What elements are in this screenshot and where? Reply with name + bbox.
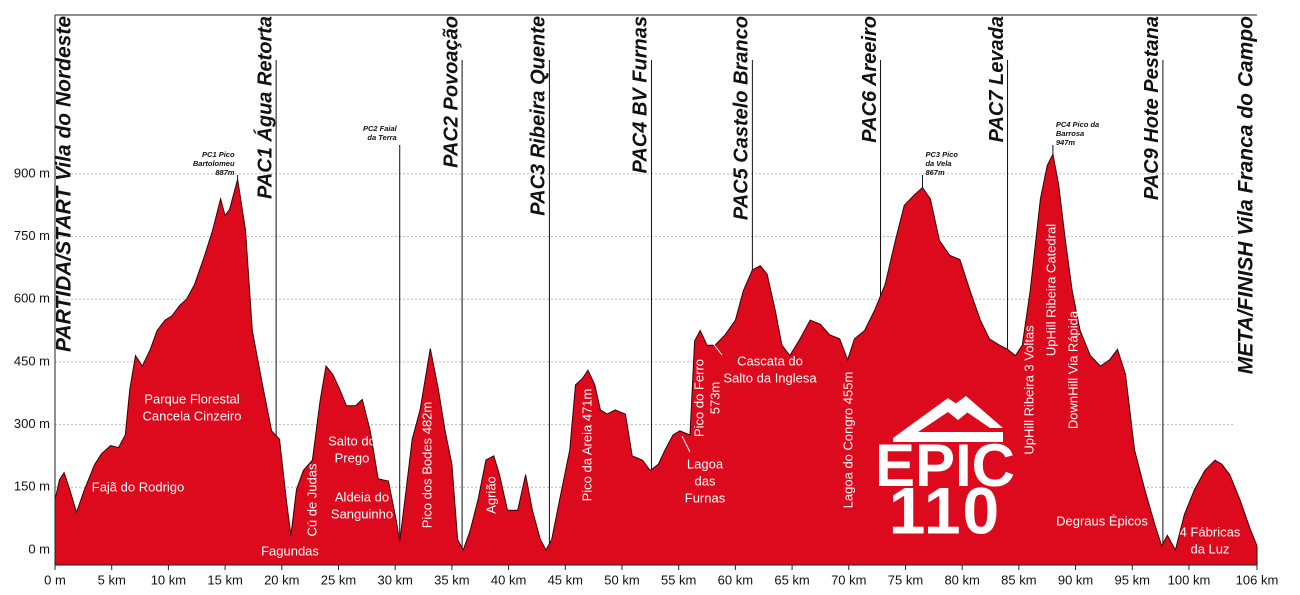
peak-label: Bartolomeu — [193, 159, 235, 168]
annotation: DownHill Via Rápida — [1065, 310, 1080, 429]
x-tick-label: 70 km — [831, 572, 866, 587]
x-tick-label: 15 km — [207, 572, 242, 587]
elevation-area — [54, 152, 1258, 566]
x-tick-label: 35 km — [434, 572, 469, 587]
x-tick-label: 5 km — [98, 572, 126, 587]
checkpoint-label: PAC9 Hote Pestana — [1141, 16, 1163, 200]
checkpoint-label: PAC7 Levada — [986, 16, 1008, 142]
x-tick-label: 85 km — [1001, 572, 1036, 587]
peak-label: 887m — [215, 168, 235, 177]
x-tick-label: 55 km — [661, 572, 696, 587]
x-tick-label: 40 km — [491, 572, 526, 587]
x-tick-label: 30 km — [377, 572, 412, 587]
annotation: Fajã do Rodrigo — [92, 479, 185, 494]
x-tick-label: 20 km — [264, 572, 299, 587]
logo-text: 110 — [889, 473, 1001, 547]
peak-label: da Vela — [925, 159, 951, 168]
annotation: 573m — [707, 382, 722, 415]
annotation: Salto do — [328, 433, 376, 448]
peak-label: Barrosa — [1056, 129, 1084, 138]
annotation: Lagoa do Congro 455m — [840, 372, 855, 509]
annotation: Prego — [335, 450, 370, 465]
annotation: Parque Florestal — [144, 391, 239, 406]
annotation: UpHill Ribeira 3 Voltas — [1021, 325, 1036, 455]
logo-text: EPIC — [875, 432, 1015, 499]
annotation: Furnas — [685, 490, 726, 505]
annotation: Lagoa — [687, 456, 724, 471]
checkpoint-label: PAC6 Areeiro — [859, 16, 881, 143]
annotation: Cú de Judas — [304, 463, 319, 536]
annotation: Agrião — [483, 476, 498, 514]
y-tick-label: 150 m — [14, 479, 50, 494]
y-tick-label: 600 m — [14, 291, 50, 306]
x-tick-label: 95 km — [1115, 572, 1150, 587]
x-tick-label: 60 km — [718, 572, 753, 587]
x-tick-label: 65 km — [774, 572, 809, 587]
y-tick-label: 300 m — [14, 416, 50, 431]
y-tick-label: 750 m — [14, 228, 50, 243]
leader-line — [681, 435, 691, 453]
annotation: das — [695, 473, 716, 488]
x-tick-label: 25 km — [321, 572, 356, 587]
annotation: Pico do Ferro — [691, 359, 706, 437]
x-tick-label: 80 km — [944, 572, 979, 587]
x-tick-label: 10 km — [151, 572, 186, 587]
annotation: 4 Fábricas — [1180, 524, 1241, 539]
checkpoint-label: PAC5 Castelo Branco — [731, 16, 753, 220]
peak-label: PC3 Pico — [925, 150, 958, 159]
peak-label: PC4 Pico da — [1056, 120, 1099, 129]
logo-mountain — [893, 398, 1003, 442]
checkpoint-label: PAC3 Ribeira Quente — [528, 16, 550, 216]
annotation: Aldeia do — [335, 489, 389, 504]
checkpoint-label: PAC4 BV Furnas — [630, 16, 652, 173]
x-tick-label: 50 km — [604, 572, 639, 587]
checkpoint-label: META/FINISH Vila Franca do Campo — [1235, 16, 1258, 374]
y-tick-label: 450 m — [14, 353, 50, 368]
annotation: Cancela Cinzeiro — [143, 408, 242, 423]
annotation: Cascata do — [737, 353, 803, 368]
x-tick-label: 100 km — [1168, 572, 1211, 587]
y-tick-label: 900 m — [14, 165, 50, 180]
peak-label: da Terra — [367, 133, 396, 142]
x-tick-label: 0 m — [44, 572, 66, 587]
x-tick-label: 45 km — [548, 572, 583, 587]
annotation: Fagundas — [261, 543, 319, 558]
leader-line — [711, 341, 723, 356]
checkpoint-label: PAC1 Água Retorta — [253, 16, 276, 199]
peak-label: PC1 Pico — [202, 150, 235, 159]
annotation: Sanguinho — [331, 506, 393, 521]
annotation: Pico da Areia 471m — [579, 389, 594, 502]
plot: 0 m 5 km 10 km 15 km 20 km 25 km 30 km 35 km 40 … — [44, 14, 1279, 587]
checkpoint-label: PAC2 Povoação — [440, 16, 462, 168]
x-tick-label: 75 km — [888, 572, 923, 587]
annotation: Degraus Épicos — [1056, 513, 1148, 528]
peak-label: 947m — [1056, 138, 1076, 147]
annotation: Salto da Inglesa — [723, 370, 817, 385]
annotation: Pico dos Bodes 482m — [419, 402, 434, 528]
annotation: UpHill Ribeira Catedral — [1043, 224, 1058, 356]
x-tick-label: 90 km — [1058, 572, 1093, 587]
peak-label: 867m — [925, 168, 945, 177]
checkpoint-label: PARTIDA/START Vila do Nordeste — [53, 16, 76, 352]
y-tick-label: 0 m — [28, 541, 50, 556]
logo-mountain — [955, 396, 1003, 428]
x-tick-label: 106 km — [1236, 572, 1279, 587]
peak-label: PC2 Faial — [363, 124, 398, 133]
annotation: da Luz — [1190, 541, 1229, 556]
overlay: EPIC 110 PARTIDA/START Vila do Nordeste P… — [53, 16, 1258, 559]
